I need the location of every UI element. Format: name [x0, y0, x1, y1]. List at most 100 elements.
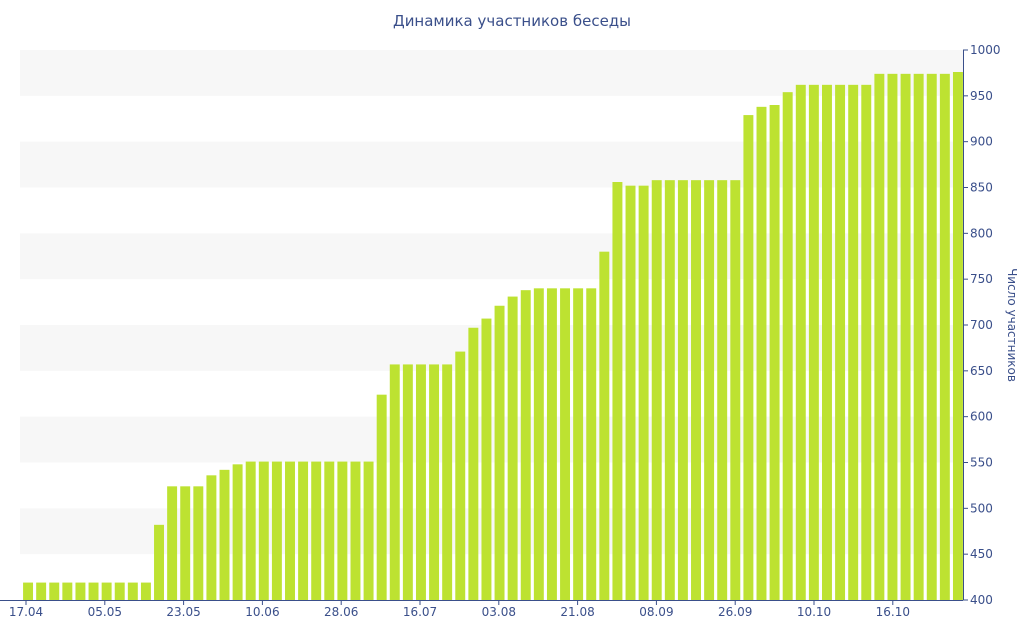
background-band — [20, 233, 963, 280]
x-tick-label: 23.05 — [166, 605, 200, 619]
bar — [206, 475, 217, 600]
bar — [612, 182, 623, 600]
bar — [533, 288, 544, 600]
bar — [599, 251, 610, 601]
bar — [258, 461, 269, 600]
y-tick-label: 500 — [970, 501, 993, 515]
bar — [835, 84, 846, 600]
y-tick-label: 800 — [970, 226, 993, 240]
x-tick-label: 03.08 — [482, 605, 516, 619]
bar — [101, 582, 112, 600]
background-band — [20, 508, 963, 555]
bar — [167, 486, 178, 600]
bar — [415, 364, 426, 600]
y-tick-label: 900 — [970, 135, 993, 149]
x-tick-label: 08.09 — [639, 605, 673, 619]
background-bands — [20, 50, 963, 555]
bar — [36, 582, 47, 600]
y-tick-label: 850 — [970, 181, 993, 195]
bar — [298, 461, 309, 600]
x-tick-label: 16.10 — [876, 605, 910, 619]
y-tick-label: 450 — [970, 547, 993, 561]
bar — [677, 180, 688, 601]
background-band — [20, 416, 963, 463]
x-tick-label: 10.10 — [797, 605, 831, 619]
bar — [429, 364, 440, 600]
bar — [324, 461, 335, 600]
bar — [180, 486, 191, 600]
bar — [88, 582, 99, 600]
bar — [952, 72, 963, 600]
bar — [468, 327, 479, 600]
y-tick-label: 550 — [970, 456, 993, 470]
bar — [520, 290, 531, 600]
bar — [114, 582, 125, 600]
bar — [389, 364, 400, 600]
bar — [376, 394, 387, 600]
y-axis: 400 450 500 550 600 650 700 750 800 850 900 950 1000 — [963, 43, 1001, 607]
bar — [481, 318, 492, 600]
bar — [900, 73, 911, 600]
x-tick-label: 21.08 — [560, 605, 594, 619]
bar — [717, 180, 728, 601]
y-tick-label: 650 — [970, 364, 993, 378]
bar — [193, 486, 204, 600]
background-band — [20, 325, 963, 371]
bar — [507, 296, 518, 600]
bar — [795, 84, 806, 600]
bar — [442, 364, 453, 600]
bar — [939, 73, 950, 600]
chart-title: Динамика участников беседы — [392, 12, 632, 30]
bar — [822, 84, 832, 600]
bar — [861, 84, 872, 600]
x-tick-label: 26.09 — [718, 605, 752, 619]
bar — [546, 288, 557, 600]
bar — [75, 582, 86, 600]
bar — [651, 180, 662, 601]
bar — [808, 84, 819, 600]
bar — [573, 288, 584, 600]
bar — [62, 582, 73, 600]
bar — [769, 105, 780, 600]
bar — [743, 115, 754, 600]
bar — [887, 73, 898, 600]
bar — [232, 464, 243, 600]
y-tick-label: 1000 — [970, 43, 1001, 57]
bar — [913, 73, 924, 600]
bar — [363, 461, 374, 600]
x-tick-label: 17.04 — [9, 605, 43, 619]
y-tick-label: 750 — [970, 272, 993, 286]
bar — [154, 524, 164, 600]
bars-group — [23, 72, 963, 601]
bar — [586, 288, 597, 600]
bar — [691, 180, 701, 601]
y-tick-label: 600 — [970, 410, 993, 424]
y-tick-label: 400 — [970, 593, 993, 607]
bar — [402, 364, 413, 600]
bar — [350, 461, 361, 600]
bar — [730, 180, 741, 601]
bar — [756, 106, 767, 600]
bar — [245, 461, 256, 600]
x-tick-label: 16.07 — [403, 605, 437, 619]
y-tick-label: 950 — [970, 89, 993, 103]
bar — [127, 582, 138, 600]
bar — [455, 351, 466, 600]
bar — [560, 288, 571, 600]
bar — [874, 73, 885, 600]
x-tick-label: 05.05 — [88, 605, 122, 619]
bar — [638, 185, 649, 601]
bar — [782, 92, 793, 601]
bar — [311, 461, 322, 600]
bar — [848, 84, 859, 600]
y-tick-label: 700 — [970, 318, 993, 332]
bar — [49, 582, 60, 600]
bar — [926, 73, 937, 600]
background-band — [20, 50, 963, 96]
bar — [285, 461, 295, 600]
bar — [219, 469, 230, 600]
x-tick-label: 10.06 — [245, 605, 279, 619]
bar — [625, 185, 636, 601]
y-axis-title: Число участников — [1005, 268, 1019, 382]
